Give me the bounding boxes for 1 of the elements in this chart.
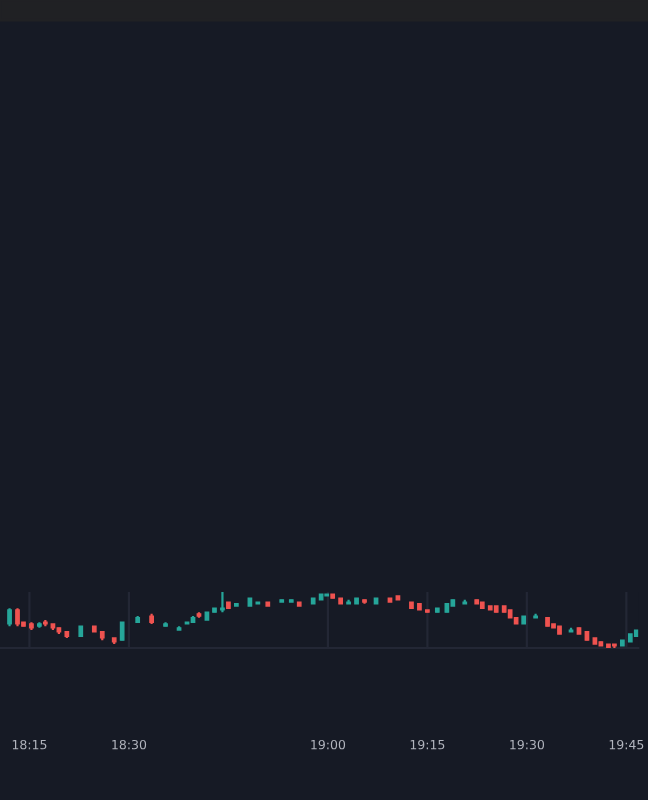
candlestick (220, 592, 225, 614)
